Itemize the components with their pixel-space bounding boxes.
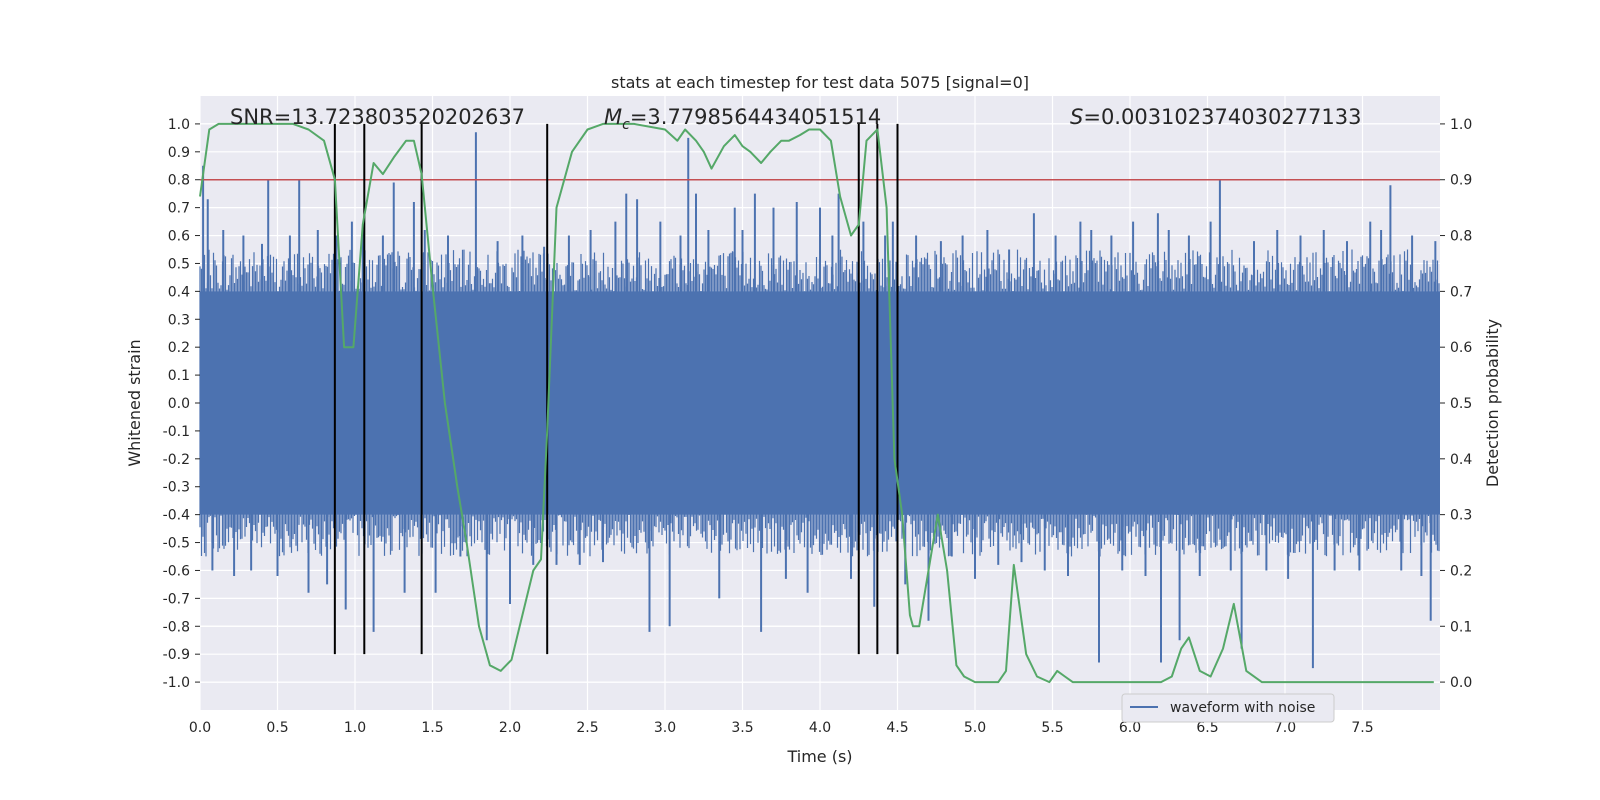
y2-tick-label: 0.8	[1450, 229, 1472, 245]
x-tick-label: 2.5	[576, 720, 598, 736]
x-tick-label: 3.0	[654, 720, 676, 736]
y-axis-label: Whitened strain	[125, 339, 144, 466]
x-tick-label: 6.5	[1196, 720, 1218, 736]
y2-axis-label: Detection probability	[1483, 319, 1502, 487]
axes: 0.0 0.5 1.0 1.5 2.0 2.5 3.0 3.5 4.0 4.5 5.0 5.5 6.0 6…	[163, 117, 1473, 736]
x-tick-label: 5.5	[1041, 720, 1063, 736]
y-tick-label: 0.1	[168, 368, 190, 384]
y-tick-label: -0.1	[163, 424, 190, 440]
snr-annotation: SNR=13.723803520202637	[230, 105, 525, 129]
x-tick-label: 7.5	[1351, 720, 1373, 736]
x-tick-label: 1.0	[344, 720, 366, 736]
x-tick-label: 5.0	[964, 720, 986, 736]
x-tick-label: 0.0	[189, 720, 211, 736]
x-tick-label: 7.0	[1274, 720, 1296, 736]
s-symbol: S	[1070, 105, 1083, 129]
y-tick-label: 0.0	[168, 396, 190, 412]
probability-series	[199, 122, 1434, 684]
y-tick-label: -0.4	[163, 508, 190, 524]
y-tick-label: 1.0	[168, 117, 190, 133]
x-tick-label: 4.5	[886, 720, 908, 736]
x-tick-label: 0.5	[266, 720, 288, 736]
legend-box	[1121, 693, 1335, 723]
x-tick-label: 2.0	[499, 720, 521, 736]
y-tick-label: 0.2	[168, 340, 190, 356]
y-tick-label: 0.3	[168, 312, 190, 328]
probability-line	[199, 122, 1434, 684]
y-tick-label: -0.3	[163, 480, 190, 496]
y2-tick-label: 0.9	[1450, 173, 1472, 189]
y-tick-label: -0.9	[163, 647, 190, 663]
x-axis-label: Time (s)	[786, 747, 852, 766]
y2-tick-label: 1.0	[1450, 117, 1472, 133]
chirp-mass-annotation: Mc=3.7798564434051514	[604, 105, 881, 133]
y2-tick-label: 0.7	[1450, 284, 1472, 300]
y2-tick-label: 0.2	[1450, 563, 1472, 579]
chirp-mass-symbol: M	[604, 105, 622, 129]
y-tick-label: -0.8	[163, 619, 190, 635]
y-tick-label: -0.5	[163, 536, 190, 552]
y2-tick-label: 0.0	[1450, 675, 1472, 691]
y-tick-label: -0.6	[163, 563, 190, 579]
y-tick-label: 0.4	[168, 284, 190, 300]
y-tick-label: 0.9	[168, 145, 190, 161]
legend: waveform with noise	[1121, 693, 1335, 723]
x-tick-label: 4.0	[809, 720, 831, 736]
waveform-series	[199, 132, 1440, 669]
x-tick-label: 1.5	[421, 720, 443, 736]
y-tick-label: -1.0	[163, 675, 190, 691]
y2-tick-label: 0.4	[1450, 452, 1472, 468]
y-tick-label: -0.2	[163, 452, 190, 468]
s-value: =0.003102374030277133	[1083, 105, 1361, 129]
waveform-noise	[199, 249, 1440, 557]
chirp-mass-subscript: c	[622, 117, 630, 133]
chart-title: stats at each timestep for test data 507…	[611, 73, 1029, 92]
x-tick-label: 6.0	[1119, 720, 1141, 736]
y2-tick-label: 0.5	[1450, 396, 1472, 412]
s-annotation: S=0.003102374030277133	[1070, 105, 1361, 129]
y2-tick-label: 0.3	[1450, 508, 1472, 524]
y-tick-label: 0.6	[168, 229, 190, 245]
y-tick-label: 0.5	[168, 256, 190, 272]
y-tick-label: 0.8	[168, 173, 190, 189]
x-tick-label: 3.5	[731, 720, 753, 736]
legend-label: waveform with noise	[1170, 700, 1315, 716]
y-tick-label: -0.7	[163, 591, 190, 607]
y2-tick-label: 0.6	[1450, 340, 1472, 356]
chirp-mass-value: =3.7798564434051514	[630, 105, 881, 129]
y-tick-label: 0.7	[168, 201, 190, 217]
y2-tick-label: 0.1	[1450, 619, 1472, 635]
